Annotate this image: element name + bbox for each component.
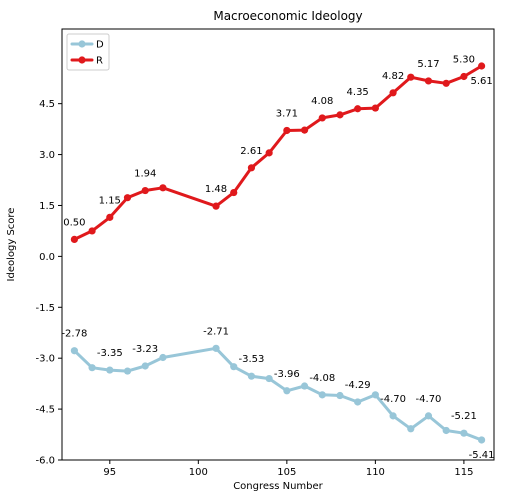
data-point-d bbox=[141, 362, 149, 370]
data-label-r: 4.08 bbox=[311, 96, 333, 107]
data-point-d bbox=[300, 382, 309, 390]
data-point-r bbox=[106, 213, 114, 221]
data-label-d: -3.53 bbox=[239, 354, 265, 365]
x-axis-label: Congress Number bbox=[233, 481, 323, 492]
data-label-d: -3.35 bbox=[97, 348, 123, 359]
data-point-r bbox=[442, 79, 450, 87]
data-label-r: 5.61 bbox=[470, 76, 492, 87]
chart-title: Macroeconomic Ideology bbox=[213, 9, 362, 23]
data-point-d bbox=[407, 425, 415, 433]
data-label-d: -3.23 bbox=[132, 344, 158, 355]
data-label-d: -4.70 bbox=[416, 394, 442, 405]
y-axis-label: Ideology Score bbox=[6, 208, 17, 282]
y-tick-label: -6.0 bbox=[35, 456, 55, 467]
data-point-r bbox=[354, 105, 362, 113]
data-label-r: 5.17 bbox=[417, 59, 439, 70]
data-point-r bbox=[478, 62, 486, 70]
y-tick-label: -4.5 bbox=[35, 405, 55, 416]
data-point-d bbox=[265, 374, 273, 383]
data-point-d bbox=[283, 387, 291, 395]
data-point-d bbox=[123, 367, 132, 375]
data-point-r bbox=[212, 202, 220, 210]
data-point-r bbox=[300, 126, 309, 134]
series-line-r bbox=[72, 64, 484, 241]
plot-area: 95 100 105 110 115 -6.0 -4.5 -3.0 -1.5 0.0 1.5 3.0 4… bbox=[35, 55, 494, 478]
y-tick-label: -1.5 bbox=[35, 303, 55, 314]
data-point-r bbox=[336, 111, 344, 119]
x-tick-label: 95 bbox=[103, 467, 116, 478]
data-label-r: 4.82 bbox=[382, 71, 404, 82]
data-point-r bbox=[424, 77, 433, 85]
x-tick-label: 105 bbox=[277, 467, 296, 478]
y-tick-label: -3.0 bbox=[35, 354, 55, 365]
data-point-r bbox=[389, 89, 397, 97]
data-label-d: -2.71 bbox=[203, 326, 229, 337]
data-point-d bbox=[371, 391, 379, 399]
data-point-d bbox=[88, 364, 96, 372]
data-point-r bbox=[247, 164, 256, 172]
data-label-d: -5.21 bbox=[451, 411, 477, 422]
x-tick-label: 100 bbox=[189, 467, 208, 478]
data-label-r: 1.94 bbox=[134, 169, 156, 180]
legend-marker-r bbox=[78, 56, 86, 64]
data-label-r: 2.61 bbox=[240, 146, 262, 157]
x-tick-label: 115 bbox=[454, 467, 473, 478]
data-label-r: 4.35 bbox=[347, 87, 369, 98]
data-point-d bbox=[442, 426, 450, 435]
data-label-d: -4.70 bbox=[380, 394, 406, 405]
data-point-d bbox=[230, 363, 238, 371]
data-point-d bbox=[424, 412, 433, 420]
plot-frame bbox=[61, 28, 495, 461]
data-point-d bbox=[318, 391, 326, 399]
data-point-r bbox=[318, 114, 326, 122]
data-point-r bbox=[265, 149, 273, 157]
data-label-d: -5.41 bbox=[469, 450, 495, 461]
data-point-r bbox=[141, 186, 149, 195]
data-point-d bbox=[478, 436, 486, 444]
y-tick-label: 1.5 bbox=[39, 201, 55, 212]
data-point-r bbox=[88, 227, 96, 235]
data-point-d bbox=[460, 429, 468, 437]
legend-marker-d bbox=[78, 40, 86, 48]
data-point-d bbox=[389, 412, 397, 420]
data-label-r: 3.71 bbox=[276, 108, 298, 119]
legend-label-r: R bbox=[96, 56, 103, 67]
data-point-r bbox=[159, 184, 167, 192]
data-label-d: -4.08 bbox=[309, 373, 335, 384]
series-line-d bbox=[72, 346, 484, 442]
data-point-r bbox=[230, 188, 238, 197]
x-tick-label: 110 bbox=[366, 467, 385, 478]
data-label-r: 0.50 bbox=[63, 217, 85, 228]
data-point-r bbox=[70, 235, 78, 244]
y-tick-label: 0.0 bbox=[39, 252, 55, 263]
data-point-r bbox=[283, 126, 291, 135]
legend: DR bbox=[66, 33, 110, 71]
y-tick-label: 3.0 bbox=[39, 150, 55, 161]
data-point-d bbox=[70, 347, 78, 355]
data-point-r bbox=[407, 73, 415, 81]
data-point-r bbox=[123, 194, 132, 202]
data-point-d bbox=[106, 366, 114, 374]
data-point-d bbox=[212, 344, 220, 352]
legend-label-d: D bbox=[96, 40, 104, 51]
data-point-d bbox=[336, 391, 344, 400]
data-point-d bbox=[247, 372, 256, 380]
data-label-d: -4.29 bbox=[345, 380, 371, 391]
y-tick-label: 4.5 bbox=[39, 99, 55, 110]
data-label-d: -2.78 bbox=[61, 329, 87, 340]
data-point-r bbox=[460, 72, 468, 81]
data-point-r bbox=[371, 104, 379, 112]
data-label-r: 5.30 bbox=[453, 55, 475, 66]
data-label-d: -3.96 bbox=[274, 369, 300, 380]
data-label-r: 1.15 bbox=[99, 195, 121, 206]
data-point-d bbox=[354, 398, 362, 406]
data-label-r: 1.48 bbox=[205, 184, 227, 195]
data-point-d bbox=[159, 353, 167, 362]
